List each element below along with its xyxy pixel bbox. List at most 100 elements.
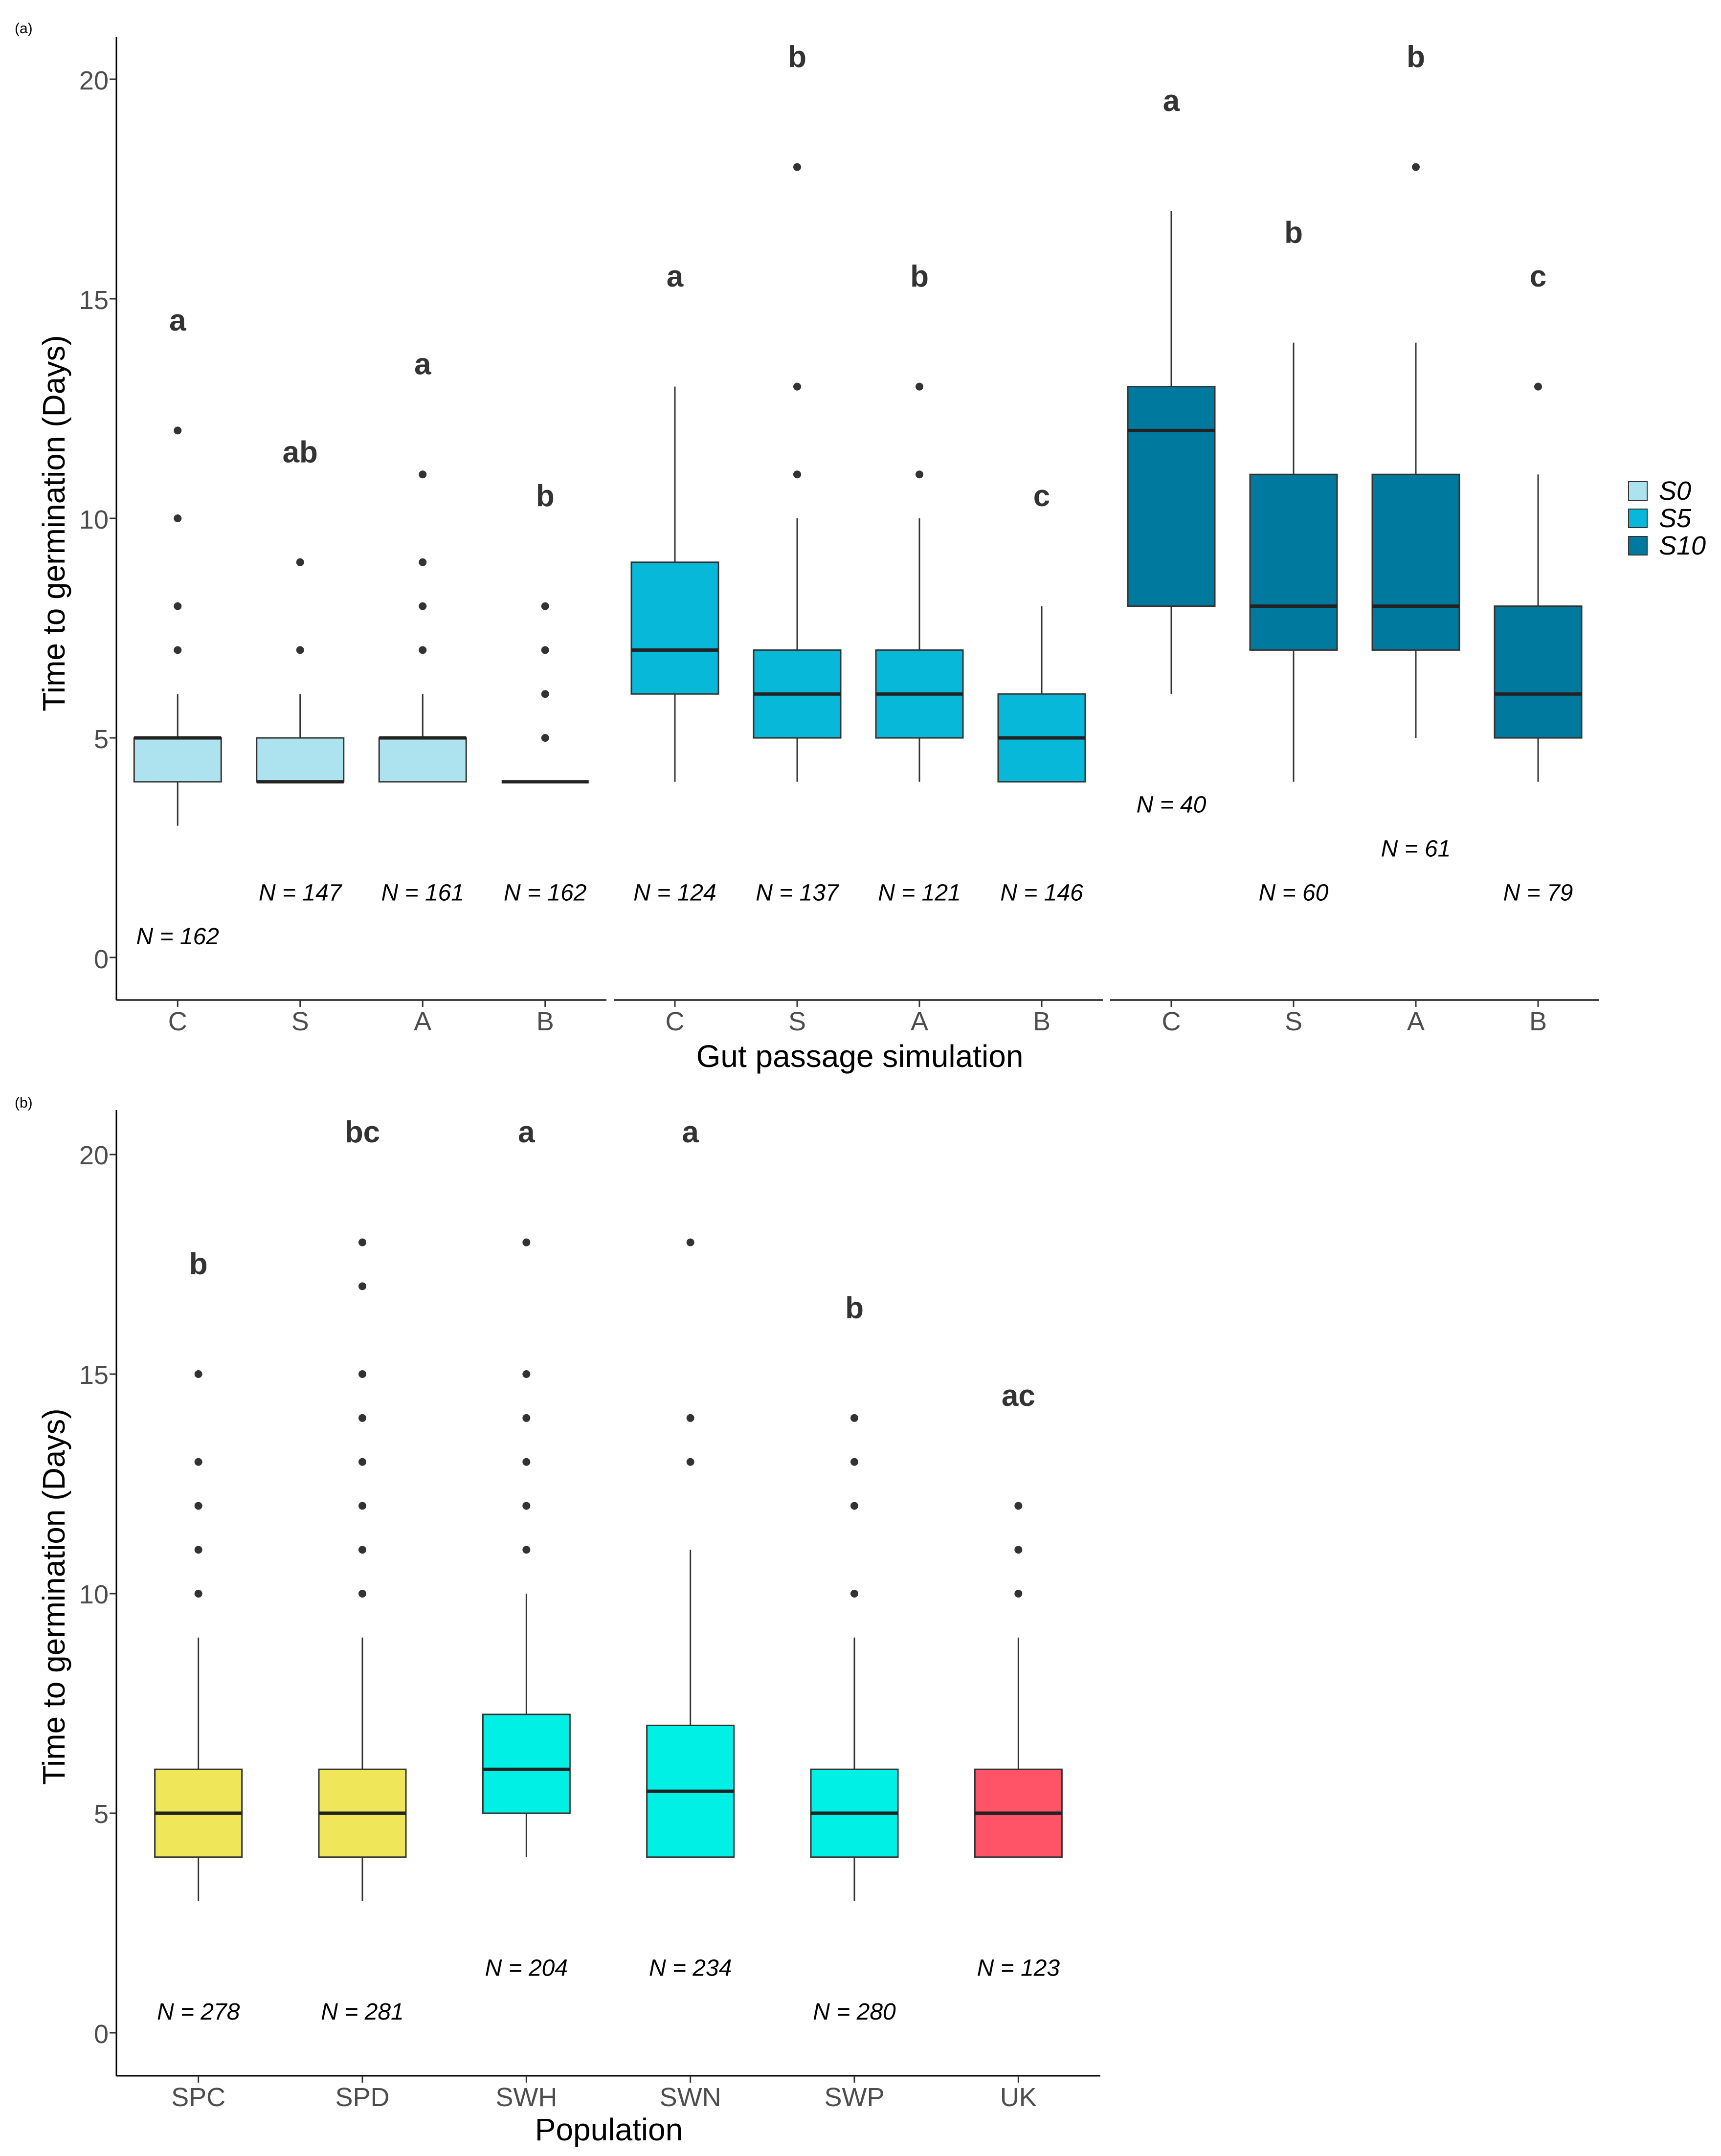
panel-b-tag: (b) xyxy=(15,1095,33,1111)
panel-b-swh-outlier-point xyxy=(522,1502,531,1510)
panel-b-swh-outlier-point xyxy=(522,1414,531,1422)
panel-b-xlabel: Population xyxy=(535,2112,683,2147)
panel-b-x-tick-label: UK xyxy=(1000,2083,1037,2112)
panel-b-uk-outlier-point xyxy=(1014,1590,1023,1598)
panel-b-spd-n-label: N = 281 xyxy=(321,1999,403,2025)
panel-b-swn-outlier-point xyxy=(686,1414,694,1422)
panel-a-s5-outlier-point xyxy=(793,470,801,479)
panel-a-ytick-labels: 0 5 10 15 20 xyxy=(79,66,109,974)
panel-b-spd-significance-letter: bc xyxy=(345,1115,380,1149)
legend-item-s5: S5 xyxy=(1628,504,1692,533)
panel-a-s5-box-rect xyxy=(630,561,719,695)
panel-b-swp-outlier-point xyxy=(850,1458,858,1466)
legend-label-s10: S10 xyxy=(1659,531,1706,560)
panel-b-ytick-0: 0 xyxy=(94,2020,109,2049)
panel-a-s10-box-rect xyxy=(1127,386,1216,607)
panel-a-s5-significance-letter: b xyxy=(910,260,929,293)
panel-a-s0-outlier-point xyxy=(419,470,427,479)
panel-a-s0-n-label: N = 147 xyxy=(259,880,343,906)
panel-b-uk-outlier-point xyxy=(1014,1502,1023,1510)
panel-a-s0-significance-letter: a xyxy=(169,304,186,337)
panel-b-x-tick-label: SPD xyxy=(335,2083,389,2112)
panel-a-x-tick-label: C xyxy=(1162,1007,1181,1036)
panel-a-x-tick-label: C xyxy=(168,1007,187,1036)
panel-a-s0-outlier-point xyxy=(296,646,304,654)
panel-b-ytick-20: 20 xyxy=(79,1141,109,1170)
panel-b-swp-outlier-point xyxy=(850,1414,858,1422)
panel-a-x-tick-label: A xyxy=(1407,1007,1425,1036)
panel-b-ytick-10: 10 xyxy=(79,1580,109,1609)
panel-a-s10-n-label: N = 60 xyxy=(1259,880,1329,906)
panel-b-uk-outlier-point xyxy=(1014,1546,1023,1554)
panel-a-s5-n-label: N = 124 xyxy=(633,880,716,906)
panel-b-swh-outlier-point xyxy=(522,1370,531,1378)
panel-a-s5-outlier-point xyxy=(793,163,801,171)
panel-a-s10-box-rect xyxy=(1249,473,1338,651)
panel-b-spd-outlier-point xyxy=(358,1282,366,1290)
panel-b-uk-n-label: N = 123 xyxy=(977,1955,1060,1981)
panel-a-s0-outlier-point xyxy=(174,602,182,610)
legend-item-s10: S10 xyxy=(1628,531,1706,560)
legend-label-s0: S0 xyxy=(1659,476,1691,506)
panel-b-spd-outlier-point xyxy=(358,1458,366,1466)
panel-b-swn-outlier-point xyxy=(686,1238,694,1246)
panel-a-s0-outlier-point xyxy=(541,646,549,654)
panel-b-x-axis: SPC SPD SWH SWN SWP UK xyxy=(116,2075,1100,2112)
panel-a-s10-significance-letter: b xyxy=(1284,216,1303,249)
panel-a-ytick-10: 10 xyxy=(79,505,109,534)
panel-b-ytick-5: 5 xyxy=(94,1800,109,1829)
panel-b-swh-box-swh: a N = 204 xyxy=(482,1115,571,1981)
legend-key-s10 xyxy=(1628,536,1648,556)
panel-a-x-tick-label: A xyxy=(911,1007,928,1036)
panel-b-swh-outlier-point xyxy=(522,1546,531,1554)
panel-a-s10-significance-letter: c xyxy=(1530,260,1546,293)
panel-b-swh-outlier-point xyxy=(522,1238,531,1246)
panel-b-spd-outlier-point xyxy=(358,1414,366,1422)
panel-b-spc-outlier-point xyxy=(194,1458,202,1466)
panel-a-axes xyxy=(110,37,117,1000)
panel-b-swh-box-rect xyxy=(482,1713,571,1814)
legend-key-s5 xyxy=(1628,509,1648,528)
panel-b-ytick-15: 15 xyxy=(79,1360,109,1390)
panel-b-swp-significance-letter: b xyxy=(845,1291,864,1325)
panel-b-uk-box-uk: ac N = 123 xyxy=(974,1379,1063,1981)
legend-key-s0 xyxy=(1628,481,1648,501)
panel-a-s5-significance-letter: b xyxy=(788,40,806,74)
panel-b-x-tick-label: SWH xyxy=(495,2083,557,2112)
panel-a-s10-n-label: N = 40 xyxy=(1137,792,1207,818)
panel-a-s0-outlier-point xyxy=(296,558,304,566)
panel-a-s0-outlier-point xyxy=(541,602,549,610)
panel-a-s5-n-label: N = 146 xyxy=(1000,880,1083,906)
panel-a-s0-outlier-point xyxy=(174,514,182,522)
panel-a-s0-outlier-point xyxy=(419,646,427,654)
panel-a-s0-box-a: a N = 161 xyxy=(378,348,467,906)
panel-a-s0-outlier-point xyxy=(541,734,549,742)
panel-a-s0-box-s: ab N = 147 xyxy=(256,435,345,906)
panel-a-s10-outlier-point xyxy=(1534,382,1542,391)
panel-a-s10-n-label: N = 79 xyxy=(1503,880,1573,906)
panel-b-x-tick-label: SWN xyxy=(660,2083,721,2112)
panel-b-swp-outlier-point xyxy=(850,1502,858,1510)
panel-a-s5-outlier-point xyxy=(916,382,923,391)
panel-a-s0-n-label: N = 161 xyxy=(381,880,464,906)
panel-b-swp-outlier-point xyxy=(850,1590,858,1598)
panel-a-s5-outlier-point xyxy=(793,382,801,391)
panel-a-s0-box-rect xyxy=(256,737,345,783)
panel-b-x-tick-label: SWP xyxy=(824,2083,884,2112)
panel-b-swn-outlier-point xyxy=(686,1458,694,1466)
panel-a-s0-significance-letter: a xyxy=(414,348,431,381)
panel-b-axes xyxy=(110,1110,117,2076)
panel-a-s5-box-a: b N = 121 xyxy=(875,260,964,906)
panel-a-s0-significance-letter: ab xyxy=(283,435,318,469)
panel-b-spd-outlier-point xyxy=(358,1546,366,1554)
panel-a-x-tick-label: B xyxy=(536,1007,554,1036)
panel-a-s0-box-c: a N = 162 xyxy=(133,304,222,950)
panel-a-x-tick-label: S xyxy=(1285,1007,1302,1036)
panel-a-xlabel: Gut passage simulation xyxy=(696,1039,1024,1074)
panel-b-swn-n-label: N = 234 xyxy=(649,1955,732,1981)
panel-a-s5-outlier-point xyxy=(916,470,923,479)
panel-a-x-tick-label: B xyxy=(1529,1007,1547,1036)
panel-b-spc-outlier-point xyxy=(194,1370,202,1378)
panel-a-s0-significance-letter: b xyxy=(536,479,555,513)
